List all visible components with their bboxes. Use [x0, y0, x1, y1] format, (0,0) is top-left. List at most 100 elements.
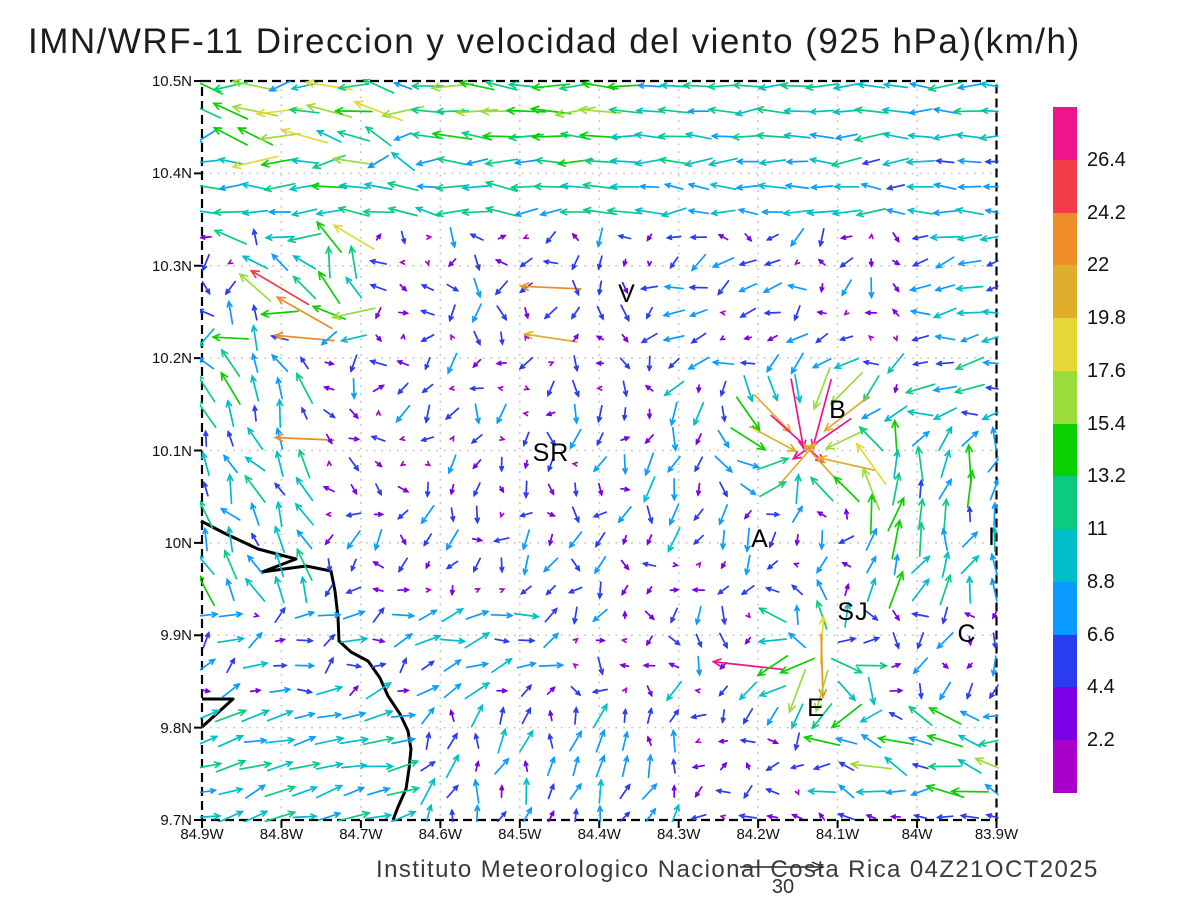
wind-arrow [941, 527, 949, 551]
wind-arrow [812, 367, 831, 411]
wind-arrow [663, 182, 684, 190]
wind-arrow [497, 810, 507, 822]
wind-arrow [790, 227, 805, 248]
wind-arrow [474, 403, 481, 425]
wind-arrow [956, 234, 983, 242]
wind-arrow [423, 533, 433, 547]
wind-arrow [830, 657, 864, 674]
wind-arrow [671, 426, 679, 452]
wind-arrow [868, 277, 875, 300]
wind-arrow [755, 131, 790, 140]
wind-arrow [609, 133, 640, 141]
wind-arrow [449, 435, 455, 442]
wind-arrow [912, 657, 929, 675]
wind-arrow [687, 182, 710, 191]
wind-arrow [743, 784, 753, 800]
wind-arrow [420, 761, 437, 772]
wind-arrow [592, 702, 608, 729]
wind-arrow [934, 284, 956, 292]
wind-arrow [622, 380, 629, 398]
wind-arrow [838, 761, 855, 772]
wind-arrow [765, 788, 780, 795]
wind-arrow [289, 761, 322, 771]
wind-arrow [270, 353, 289, 373]
wind-arrow [609, 157, 640, 165]
wind-arrow [684, 131, 712, 140]
wind-arrow [201, 280, 211, 296]
wind-arrow [837, 636, 857, 644]
wind-arrow [985, 285, 999, 292]
wind-arrow [337, 810, 371, 822]
wind-arrow [843, 507, 850, 520]
wind-arrow [932, 182, 957, 190]
wind-arrow [832, 108, 861, 116]
wind-arrow [371, 662, 387, 669]
wind-arrow [665, 680, 683, 702]
wind-arrow [663, 380, 685, 397]
wind-arrow [244, 456, 266, 472]
wind-arrow [324, 656, 334, 674]
wind-arrow [669, 708, 680, 723]
station-label-sr: SR [532, 439, 570, 468]
wind-arrow [884, 789, 907, 796]
wind-arrow [763, 310, 781, 316]
wind-arrow [620, 304, 630, 323]
wind-arrow [791, 703, 804, 730]
wind-arrow [231, 79, 279, 92]
wind-arrow [594, 532, 606, 548]
colorbar-segment [1053, 634, 1077, 688]
wind-arrow [484, 206, 518, 217]
wind-arrow [264, 234, 295, 242]
wind-arrow [445, 529, 459, 551]
wind-arrow [202, 480, 209, 497]
wind-arrow [839, 234, 853, 241]
wind-arrow [474, 587, 482, 593]
wind-arrow [786, 283, 807, 291]
wind-arrow [966, 575, 974, 604]
wind-arrow [449, 483, 455, 496]
wind-arrow [416, 685, 440, 697]
wind-arrow [247, 426, 264, 450]
colorbar-label: 8.8 [1087, 570, 1115, 593]
wind-arrow [513, 159, 539, 166]
wind-arrow [748, 425, 798, 453]
wind-arrow [646, 408, 653, 420]
wind-arrow [719, 310, 726, 316]
wind-arrow [941, 550, 951, 578]
wind-arrow [758, 685, 787, 698]
wind-arrow [523, 777, 530, 806]
station-label-a: A [751, 525, 769, 554]
wind-arrow [818, 812, 826, 821]
wind-arrow [325, 433, 333, 445]
wind-arrow [622, 258, 628, 268]
wind-arrow [225, 399, 235, 428]
wind-arrow [794, 789, 800, 796]
wind-arrow [714, 455, 734, 474]
wind-arrow [981, 410, 999, 421]
wind-arrow [263, 182, 296, 193]
wind-arrow [472, 778, 480, 804]
wind-arrow [222, 454, 238, 474]
wind-arrow [868, 258, 874, 268]
wind-arrow [340, 635, 369, 644]
wind-arrow [571, 461, 579, 467]
wind-arrow [792, 562, 800, 568]
wind-arrow [494, 757, 510, 775]
colorbar-segment [1053, 318, 1077, 372]
wind-arrow [449, 808, 455, 822]
wind-arrow [915, 445, 924, 482]
wind-arrow [518, 512, 533, 518]
wind-arrow [711, 658, 784, 671]
wind-arrow [957, 758, 982, 774]
wind-arrow [398, 557, 408, 573]
wind-arrow [669, 256, 679, 270]
wind-arrow [974, 757, 999, 770]
wind-arrow [294, 662, 316, 669]
wind-arrow [545, 231, 557, 245]
wind-arrow [363, 181, 393, 191]
wind-arrow [809, 184, 834, 191]
wind-arrow [301, 406, 308, 420]
wind-arrow [519, 257, 533, 268]
wind-arrow [295, 372, 314, 404]
wind-arrow [499, 331, 505, 346]
